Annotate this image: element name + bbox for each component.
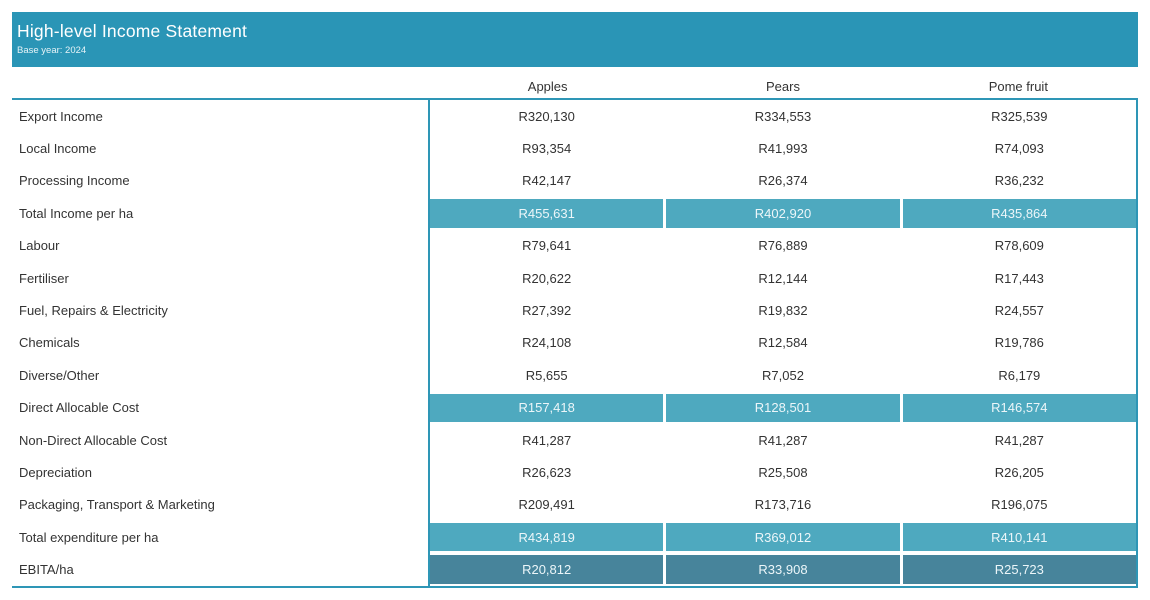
- value-cell: R325,539: [899, 100, 1136, 133]
- value-cell: R74,093: [899, 132, 1136, 165]
- value-cell: R27,392: [522, 303, 572, 319]
- value-cell: R24,108: [522, 335, 572, 351]
- row-values: R209,491 R173,716 R196,075: [428, 488, 1138, 522]
- value-cell: R320,130: [518, 108, 575, 124]
- header-columns: Apples Pears Pome fruit: [430, 79, 1136, 94]
- value-cell: R12,584: [663, 326, 899, 360]
- row-values: R320,130 R334,553 R325,539: [428, 100, 1138, 133]
- table-row: EBITA/ha R20,812 R33,908 R25,723: [12, 553, 1138, 586]
- row-label: Processing Income: [19, 173, 130, 189]
- row-values: R20,812 R33,908 R25,723: [428, 553, 1138, 586]
- row-values: R27,392 R19,832 R24,557: [428, 294, 1138, 327]
- value-cell: R42,147: [522, 173, 572, 189]
- value-cell: R209,491: [518, 497, 575, 513]
- page-subtitle: Base year: 2024: [17, 45, 87, 56]
- value-cell: R196,075: [899, 488, 1136, 522]
- value-cell: R41,287: [899, 423, 1136, 457]
- row-values: R20,622 R12,144 R17,443: [428, 261, 1138, 295]
- table-row: Diverse/Other R5,655 R7,052 R6,179: [12, 359, 1138, 392]
- row-values: R434,819 R369,012 R410,141: [428, 521, 1138, 554]
- row-label: Local Income: [19, 141, 97, 157]
- row-values: R79,641 R76,889 R78,609: [428, 229, 1138, 262]
- row-values: R26,623 R25,508 R26,205: [428, 456, 1138, 489]
- value-cell: R173,716: [663, 488, 899, 522]
- value-cell: R41,287: [522, 432, 572, 448]
- table-row: Depreciation R26,623 R25,508 R26,205: [12, 456, 1138, 489]
- value-cell: R435,864: [899, 199, 1136, 228]
- value-cell: R93,354: [522, 141, 572, 157]
- value-cell: R24,557: [899, 294, 1136, 327]
- value-cell: R7,052: [663, 359, 899, 392]
- title-banner: High-level Income Statement Base year: 2…: [12, 12, 1138, 67]
- value-cell: R146,574: [899, 393, 1136, 422]
- value-cell: R78,609: [899, 229, 1136, 262]
- table-row: Local Income R93,354 R41,993 R74,093: [12, 132, 1138, 165]
- row-label: Fertiliser: [19, 270, 69, 286]
- table-row: Total expenditure per ha R434,819 R369,012…: [12, 521, 1138, 554]
- row-label: EBITA/ha: [19, 562, 74, 578]
- value-cell: R455,631: [430, 199, 664, 228]
- value-cell: R79,641: [522, 238, 572, 254]
- value-cell: R19,786: [899, 326, 1136, 360]
- table-row: Processing Income R42,147 R26,374 R36,232: [12, 164, 1138, 198]
- value-cell: R434,819: [430, 523, 664, 552]
- column-header-apples: Apples: [527, 78, 568, 94]
- row-values: R24,108 R12,584 R19,786: [428, 326, 1138, 360]
- value-cell: R76,889: [663, 229, 899, 262]
- row-values: R41,287 R41,287 R41,287: [428, 423, 1138, 457]
- value-cell: R5,655: [525, 367, 568, 383]
- value-cell: R20,622: [522, 270, 572, 286]
- column-header-row: Apples Pears Pome fruit: [12, 74, 1138, 98]
- value-cell: R410,141: [899, 523, 1136, 552]
- value-cell: R128,501: [663, 393, 900, 422]
- page-title: High-level Income Statement: [17, 21, 248, 41]
- column-header-pomefruit: Pome fruit: [988, 78, 1048, 94]
- row-label: Export Income: [19, 108, 103, 124]
- value-cell: R369,012: [663, 523, 900, 552]
- value-cell: R33,908: [663, 555, 900, 584]
- value-cell: R17,443: [899, 261, 1136, 295]
- value-cell: R25,508: [663, 456, 899, 489]
- value-cell: R6,179: [899, 359, 1136, 392]
- table-row: Total Income per ha R455,631 R402,920 R435,…: [12, 197, 1138, 230]
- income-statement-table: Export Income R320,130 R334,553 R325,539 Loc…: [12, 98, 1138, 588]
- value-cell: R36,232: [899, 164, 1136, 198]
- row-label: Diverse/Other: [19, 367, 100, 383]
- table-row: Direct Allocable Cost R157,418 R128,501 R14…: [12, 391, 1138, 424]
- row-values: R5,655 R7,052 R6,179: [428, 359, 1138, 392]
- value-cell: R41,287: [663, 423, 899, 457]
- row-label: Packaging, Transport & Marketing: [19, 497, 215, 513]
- value-cell: R26,623: [522, 464, 572, 480]
- table-row: Labour R79,641 R76,889 R78,609: [12, 229, 1138, 262]
- row-values: R157,418 R128,501 R146,574: [428, 391, 1138, 424]
- row-label: Total expenditure per ha: [19, 529, 159, 545]
- row-label: Fuel, Repairs & Electricity: [19, 303, 168, 319]
- column-header-pears: Pears: [766, 78, 800, 94]
- table-row: Export Income R320,130 R334,553 R325,539: [12, 100, 1138, 133]
- value-cell: R402,920: [663, 199, 900, 228]
- row-values: R455,631 R402,920 R435,864: [428, 197, 1138, 230]
- row-label: Non-Direct Allocable Cost: [19, 432, 168, 448]
- table-row: Packaging, Transport & Marketing R209,491…: [12, 488, 1138, 522]
- value-cell: R26,205: [899, 456, 1136, 489]
- value-cell: R26,374: [663, 164, 899, 198]
- table-row: Fertiliser R20,622 R12,144 R17,443: [12, 261, 1138, 295]
- value-cell: R157,418: [430, 393, 664, 422]
- value-cell: R25,723: [899, 555, 1136, 584]
- table-row: Chemicals R24,108 R12,584 R19,786: [12, 326, 1138, 360]
- row-label: Direct Allocable Cost: [19, 400, 139, 416]
- row-label: Depreciation: [19, 464, 92, 480]
- table-row: Non-Direct Allocable Cost R41,287 R41,287 R…: [12, 423, 1138, 457]
- value-cell: R41,993: [663, 132, 899, 165]
- value-cell: R12,144: [663, 261, 899, 295]
- row-values: R42,147 R26,374 R36,232: [428, 164, 1138, 198]
- value-cell: R20,812: [430, 555, 664, 584]
- row-values: R93,354 R41,993 R74,093: [428, 132, 1138, 165]
- table-row: Fuel, Repairs & Electricity R27,392 R19,83…: [12, 294, 1138, 327]
- row-label: Total Income per ha: [19, 205, 134, 221]
- value-cell: R334,553: [663, 100, 899, 133]
- row-label: Chemicals: [19, 335, 80, 351]
- value-cell: R19,832: [663, 294, 899, 327]
- row-label: Labour: [19, 238, 60, 254]
